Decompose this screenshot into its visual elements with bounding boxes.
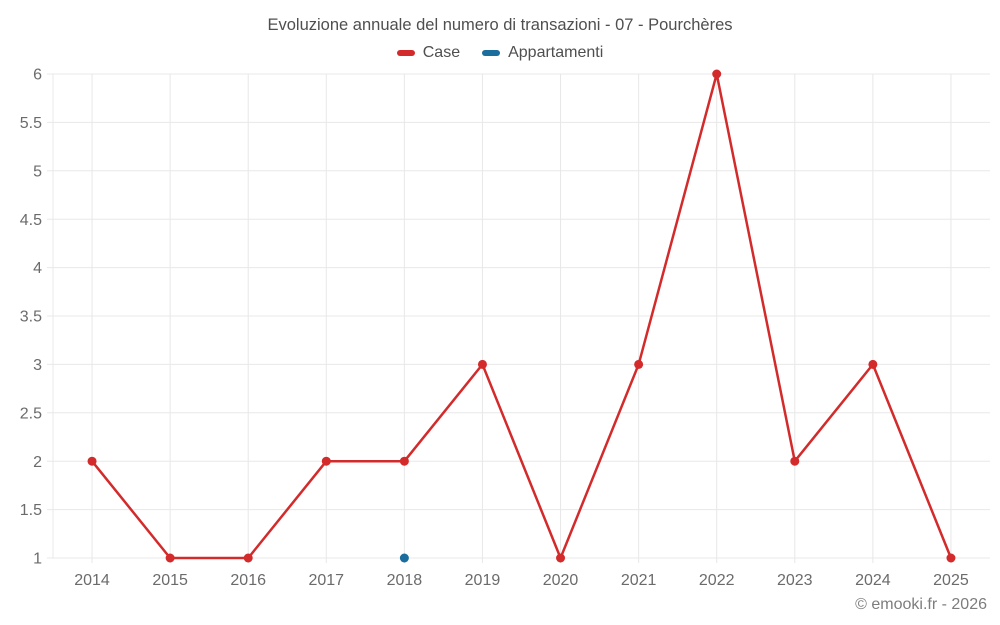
x-axis-tick-label: 2016	[230, 572, 266, 589]
legend-label-appartamenti: Appartamenti	[508, 44, 604, 61]
y-axis-tick-label: 1	[33, 551, 42, 568]
x-axis-tick-label: 2021	[621, 572, 657, 589]
data-point-appartamenti-2018[interactable]	[399, 553, 409, 563]
y-axis-tick-label: 2.5	[20, 405, 42, 422]
y-axis-tick-label: 2	[33, 454, 42, 471]
y-axis-tick-label: 3.5	[20, 309, 42, 326]
data-point-case-2015[interactable]	[165, 553, 175, 563]
data-point-case-2020[interactable]	[556, 553, 566, 563]
data-point-case-2022[interactable]	[712, 69, 722, 79]
x-axis-tick-label: 2024	[855, 572, 891, 589]
y-axis-tick-label: 5	[33, 163, 42, 180]
legend-marker-case	[396, 50, 415, 56]
y-axis-tick-label: 3	[33, 357, 42, 374]
chart-title: Evoluzione annuale del numero di transaz…	[267, 16, 733, 34]
x-axis-tick-label: 2020	[543, 572, 579, 589]
data-point-case-2024[interactable]	[868, 359, 878, 369]
data-point-case-2025[interactable]	[946, 553, 956, 563]
data-point-case-2021[interactable]	[634, 359, 644, 369]
x-axis-tick-label: 2014	[74, 572, 110, 589]
data-point-case-2018[interactable]	[399, 456, 409, 466]
legend-item-case[interactable]: Case	[396, 44, 461, 62]
data-point-case-2019[interactable]	[477, 359, 487, 369]
data-point-case-2016[interactable]	[243, 553, 253, 563]
x-axis-tick-label: 2019	[465, 572, 501, 589]
y-axis-tick-label: 1.5	[20, 502, 42, 519]
y-axis-tick-label: 4	[33, 260, 42, 277]
x-axis-tick-label: 2023	[777, 572, 813, 589]
x-axis-tick-label: 2025	[933, 572, 969, 589]
chart-legend: Case Appartamenti	[0, 44, 1000, 62]
x-axis-tick-label: 2018	[387, 572, 423, 589]
x-axis-tick-label: 2022	[699, 572, 735, 589]
legend-label-case: Case	[422, 44, 461, 61]
x-axis-tick-label: 2015	[152, 572, 188, 589]
data-point-case-2023[interactable]	[790, 456, 800, 466]
footer-credit: © emooki.fr - 2026	[855, 596, 987, 613]
line-series-case	[90, 72, 953, 560]
y-axis-tick-label: 6	[33, 67, 42, 84]
x-axis-tick-label: 2017	[308, 572, 344, 589]
legend-item-appartamenti[interactable]: Appartamenti	[482, 44, 603, 62]
data-point-case-2014[interactable]	[87, 456, 97, 466]
legend-marker-appartamenti	[482, 50, 501, 56]
data-point-case-2017[interactable]	[321, 456, 331, 466]
y-axis-tick-label: 4.5	[20, 212, 42, 229]
y-axis-tick-label: 5.5	[20, 115, 42, 132]
